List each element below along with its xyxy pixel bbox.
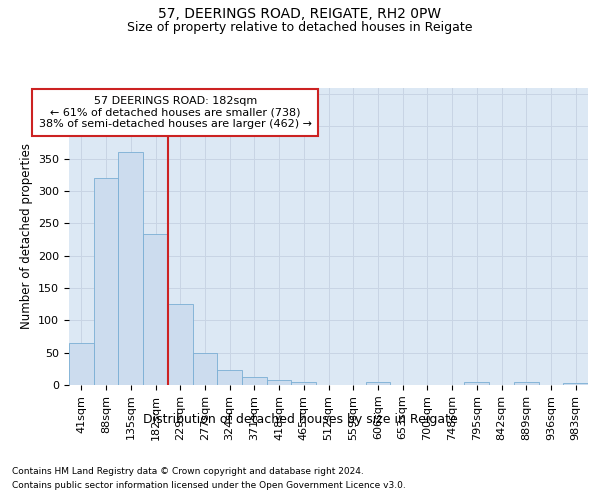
Bar — [242, 376, 267, 385]
Text: 57 DEERINGS ROAD: 182sqm
← 61% of detached houses are smaller (738)
38% of semi-: 57 DEERINGS ROAD: 182sqm ← 61% of detach… — [39, 96, 312, 129]
Bar — [217, 370, 242, 385]
Text: Contains HM Land Registry data © Crown copyright and database right 2024.: Contains HM Land Registry data © Crown c… — [12, 467, 364, 476]
Bar — [514, 382, 539, 385]
Bar — [292, 382, 316, 385]
Bar — [143, 234, 168, 385]
Text: Contains public sector information licensed under the Open Government Licence v3: Contains public sector information licen… — [12, 481, 406, 490]
Bar — [94, 178, 118, 385]
Bar — [69, 343, 94, 385]
Bar — [464, 382, 489, 385]
Bar — [267, 380, 292, 385]
Bar — [563, 383, 588, 385]
Bar — [168, 304, 193, 385]
Bar — [365, 382, 390, 385]
Bar — [193, 352, 217, 385]
Text: 57, DEERINGS ROAD, REIGATE, RH2 0PW: 57, DEERINGS ROAD, REIGATE, RH2 0PW — [158, 8, 442, 22]
Text: Distribution of detached houses by size in Reigate: Distribution of detached houses by size … — [143, 412, 457, 426]
Text: Size of property relative to detached houses in Reigate: Size of property relative to detached ho… — [127, 22, 473, 35]
Bar — [118, 152, 143, 385]
Y-axis label: Number of detached properties: Number of detached properties — [20, 143, 32, 329]
